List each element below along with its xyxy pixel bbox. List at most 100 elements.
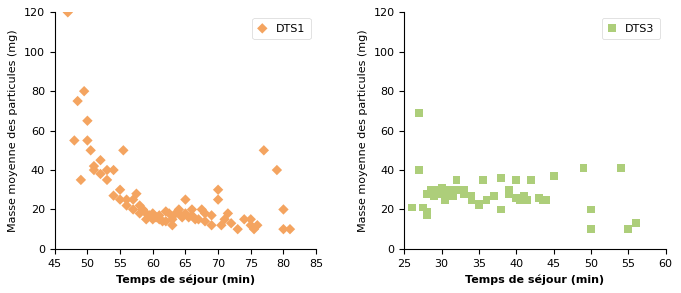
DTS1 [232,227,243,231]
DTS1 [200,219,210,224]
DTS1 [157,219,168,224]
DTS3 [515,197,526,202]
DTS3 [458,188,469,192]
DTS1 [163,211,174,216]
DTS3 [537,197,548,202]
DTS3 [522,197,533,202]
DTS1 [206,223,217,228]
DTS1 [180,197,191,202]
DTS1 [239,217,250,222]
DTS1 [223,211,234,216]
DTS1 [141,211,152,216]
DTS3 [440,197,451,202]
DTS1 [69,138,80,143]
DTS1 [134,203,145,208]
Legend: DTS3: DTS3 [602,18,660,39]
DTS3 [526,178,537,182]
X-axis label: Temps de séjour (min): Temps de séjour (min) [465,274,605,285]
DTS3 [437,189,447,194]
DTS3 [511,178,522,182]
DTS1 [180,211,191,216]
DTS3 [586,207,597,212]
DTS3 [503,188,514,192]
DTS3 [518,193,529,198]
DTS1 [272,168,283,172]
DTS1 [89,164,99,168]
DTS1 [225,221,236,226]
DTS1 [252,223,263,228]
DTS3 [407,205,417,210]
DTS1 [101,168,112,172]
DTS1 [154,217,165,222]
DTS1 [160,209,171,214]
DTS1 [108,193,119,198]
DTS1 [170,211,181,216]
DTS1 [193,217,204,222]
DTS1 [131,191,142,196]
DTS1 [82,138,93,143]
Y-axis label: Masse moyenne des particules (mg): Masse moyenne des particules (mg) [8,29,18,232]
DTS3 [422,213,432,218]
DTS3 [511,195,522,200]
DTS1 [174,211,185,216]
DTS1 [114,188,125,192]
DTS1 [118,148,129,153]
DTS1 [176,215,187,220]
DTS3 [623,227,634,231]
DTS1 [160,219,171,224]
DTS3 [473,201,484,206]
DTS1 [108,168,119,172]
DTS3 [451,178,462,182]
DTS3 [425,188,436,192]
DTS1 [258,148,269,153]
DTS3 [503,191,514,196]
DTS1 [190,217,201,222]
DTS3 [414,168,425,172]
DTS3 [586,227,597,231]
DTS1 [151,215,161,220]
DTS1 [187,213,197,218]
DTS3 [533,195,544,200]
DTS1 [85,148,96,153]
DTS1 [245,223,256,228]
DTS1 [212,188,223,192]
DTS3 [447,193,458,198]
DTS1 [144,213,155,218]
DTS1 [216,223,227,228]
DTS3 [473,203,484,208]
DTS1 [134,211,145,216]
DTS1 [278,207,289,212]
DTS1 [219,217,230,222]
DTS3 [466,197,477,202]
DTS3 [496,176,507,180]
DTS1 [63,10,74,15]
DTS3 [578,166,589,171]
DTS3 [541,197,552,202]
DTS3 [443,188,454,192]
DTS1 [114,197,125,202]
DTS1 [121,197,132,202]
DTS1 [167,223,178,228]
DTS1 [206,213,217,218]
DTS3 [616,166,627,171]
Legend: DTS1: DTS1 [252,18,311,39]
DTS3 [429,193,440,198]
DTS3 [477,178,488,182]
DTS3 [623,227,634,231]
DTS1 [128,207,139,212]
DTS1 [89,168,99,172]
DTS1 [101,178,112,182]
DTS1 [196,207,207,212]
DTS3 [443,191,454,196]
DTS3 [414,110,425,115]
DTS3 [548,174,559,178]
DTS1 [147,211,158,216]
DTS1 [76,178,86,182]
DTS3 [466,193,477,198]
DTS1 [121,203,132,208]
DTS1 [154,213,165,218]
DTS1 [278,227,289,231]
DTS1 [138,207,148,212]
DTS1 [95,158,106,163]
DTS1 [187,207,197,212]
